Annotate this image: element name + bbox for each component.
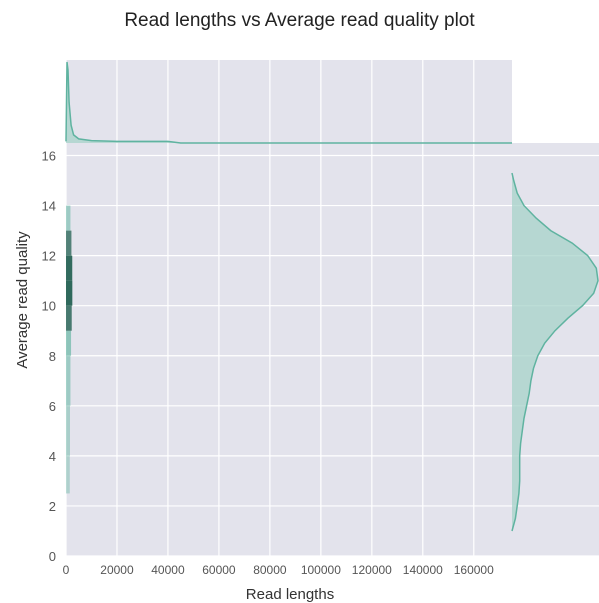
joint-density-band xyxy=(66,455,70,494)
y-tick-label: 6 xyxy=(49,399,56,414)
x-tick-label: 60000 xyxy=(202,563,236,577)
y-tick-label: 16 xyxy=(42,149,56,164)
y-tick-label: 2 xyxy=(49,499,56,514)
y-tick-label: 8 xyxy=(49,349,56,364)
x-tick-label: 0 xyxy=(63,563,70,577)
joint-density-band xyxy=(66,355,71,406)
x-tick-label: 80000 xyxy=(253,563,287,577)
read-length-density-line xyxy=(65,61,512,144)
y-tick-label: 14 xyxy=(42,199,56,214)
x-tick-label: 40000 xyxy=(151,563,185,577)
x-axis-label: Read lengths xyxy=(246,586,334,603)
top-marginal-background xyxy=(66,60,512,143)
joint-density-band xyxy=(66,280,73,306)
joint-density-band xyxy=(66,230,72,256)
y-tick-label: 4 xyxy=(49,449,56,464)
joint-density-band xyxy=(66,255,73,281)
y-tick-label: 12 xyxy=(42,249,56,264)
x-tick-label: 20000 xyxy=(100,563,134,577)
joint-density-band xyxy=(66,405,70,456)
main-plot-background xyxy=(66,143,512,556)
x-tick-label: 160000 xyxy=(454,563,494,577)
chart-title: Read lengths vs Average read quality plo… xyxy=(124,10,475,31)
quality-density-line xyxy=(511,172,599,532)
x-tick-label: 140000 xyxy=(403,563,443,577)
x-tick-label: 100000 xyxy=(301,563,341,577)
y-tick-label: 10 xyxy=(42,299,56,314)
y-tick-label: 0 xyxy=(49,549,56,564)
joint-density-band xyxy=(66,305,72,331)
x-tick-label: 120000 xyxy=(352,563,392,577)
quality-density-fill xyxy=(512,173,598,531)
y-axis-label: Average read quality xyxy=(14,231,31,369)
joint-density-band xyxy=(66,205,71,231)
joint-density-band xyxy=(66,330,72,356)
